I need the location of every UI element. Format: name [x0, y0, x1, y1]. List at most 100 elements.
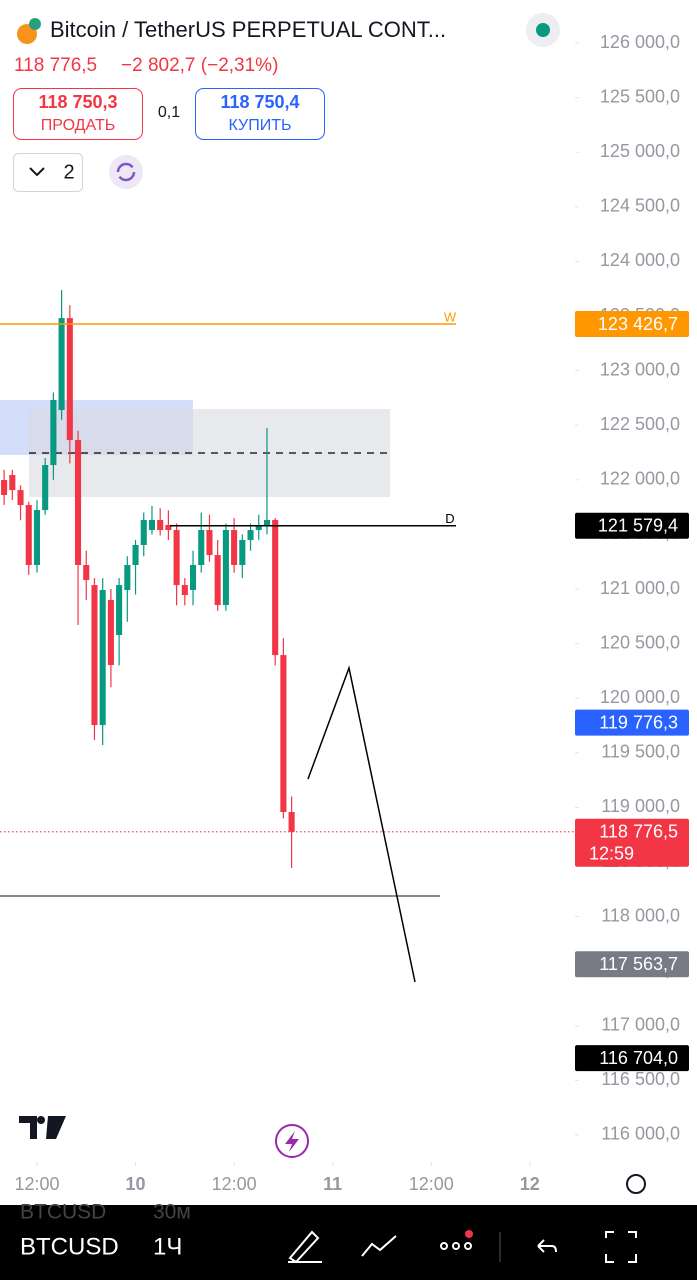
ghost-symbol: BTCUSD [20, 1201, 106, 1224]
buy-price: 118 750,4 [220, 92, 299, 112]
symbol[interactable]: BTCUSD [20, 1233, 119, 1260]
candle-body [83, 564, 90, 581]
toolbar [0, 1205, 697, 1280]
price-tag-label: 123 426,7 [598, 314, 678, 334]
y-tick-label: 116 000,0 [601, 1124, 680, 1144]
y-tick-label: 121 000,0 [600, 578, 680, 598]
more-icon[interactable] [440, 1242, 472, 1250]
candle-body [25, 505, 32, 565]
x-tick-label: 12 [520, 1174, 540, 1194]
price-tag [575, 709, 689, 736]
candle-body [272, 519, 279, 656]
price-tag [575, 311, 689, 338]
candle-body [288, 811, 295, 832]
chevron [29, 167, 45, 177]
x-tick-label: 10 [126, 1174, 146, 1194]
sync-button[interactable] [109, 155, 143, 189]
countdown: 12:59 [589, 844, 634, 864]
candle-body [116, 585, 123, 635]
candle-body [189, 564, 197, 590]
price-tag-label: 119 776,3 [599, 712, 678, 732]
candle-body [198, 530, 205, 565]
x-tick-label: 12:00 [212, 1174, 257, 1194]
candle-body [148, 519, 156, 531]
path-drawing [307, 665, 416, 983]
candle-body [107, 600, 114, 666]
ghost-interval: 30м [153, 1201, 191, 1224]
y-tick-label: 119 000,0 [601, 796, 680, 816]
y-tick-label: 124 000,0 [600, 250, 680, 270]
buy-label: КУПИТЬ [229, 117, 292, 134]
level-letter: D [445, 511, 454, 526]
y-tick-label: 120 000,0 [600, 687, 680, 707]
y-tick-label: 118 000,0 [601, 905, 680, 925]
undo-icon[interactable] [537, 1239, 557, 1253]
title: Bitcoin / TetherUS PERPETUAL CONT... [50, 17, 446, 42]
x-tick-label: 11 [323, 1174, 342, 1194]
price-change: −2 802,7 (−2,31%) [121, 55, 278, 76]
y-tick-label: 125 000,0 [600, 141, 680, 161]
candle-body [214, 555, 221, 606]
settings-icon[interactable] [626, 1174, 646, 1194]
candle-body [173, 530, 180, 586]
indicator-icon[interactable] [361, 1235, 397, 1257]
interval[interactable]: 1Ч [153, 1233, 182, 1260]
price-tag-label: 118 776,5 [599, 822, 678, 842]
candle-body [50, 399, 57, 466]
x-tick-label: 12:00 [14, 1174, 59, 1194]
sell-price: 118 750,3 [38, 92, 117, 112]
candle-body [42, 465, 49, 511]
candle-body [17, 490, 24, 506]
candle-body [255, 525, 262, 531]
price-tag [575, 512, 689, 539]
y-tick-label: 123 000,0 [600, 359, 680, 379]
candle-body [222, 530, 229, 606]
candle-body [157, 519, 164, 531]
candle-body [231, 530, 238, 565]
candle-body [66, 318, 73, 441]
x-tick-label: 12:00 [409, 1174, 454, 1194]
tv-logo-dot [37, 1116, 45, 1124]
price-tag-label: 121 579,4 [598, 515, 678, 535]
buy-button[interactable] [195, 88, 325, 140]
y-tick-label: 116 500,0 [601, 1069, 680, 1089]
candle-body [206, 530, 213, 556]
candle-body [263, 519, 271, 526]
price-tag [575, 818, 689, 867]
candle-body [140, 519, 147, 546]
candle-body [91, 585, 98, 726]
usdt-icon [29, 18, 41, 30]
candle-body [1, 480, 8, 495]
y-tick-label: 119 500,0 [601, 742, 680, 762]
sync-icon [116, 162, 136, 182]
layout-count: 2 [63, 161, 74, 183]
price-tag [575, 951, 689, 978]
y-tick-label: 120 500,0 [600, 632, 680, 652]
lightning-icon [285, 1131, 299, 1152]
candle-body [33, 510, 41, 565]
tv-logo [19, 1116, 66, 1139]
candle-body [247, 530, 254, 540]
level-letter: W [444, 309, 457, 324]
candle-body [132, 545, 139, 565]
last-price: 118 776,5 [14, 55, 97, 76]
y-tick-label: 122 500,0 [600, 414, 680, 434]
candle-body [99, 589, 106, 726]
draw-icon[interactable] [288, 1230, 322, 1264]
candle-body [74, 440, 82, 565]
candle-body [124, 564, 131, 590]
y-tick-label: 126 000,0 [600, 32, 680, 52]
candle-body [58, 318, 65, 411]
candle-body [9, 475, 16, 491]
price-tag-label: 116 704,0 [599, 1048, 678, 1068]
sell-button[interactable] [13, 88, 143, 140]
status-dot [536, 23, 550, 37]
candle-body [280, 655, 287, 812]
price-tag [575, 1045, 689, 1072]
y-tick-label: 125 500,0 [600, 86, 680, 106]
layouts-button[interactable] [13, 153, 83, 192]
candle-body [165, 525, 172, 531]
fullscreen-icon[interactable] [605, 1231, 637, 1263]
